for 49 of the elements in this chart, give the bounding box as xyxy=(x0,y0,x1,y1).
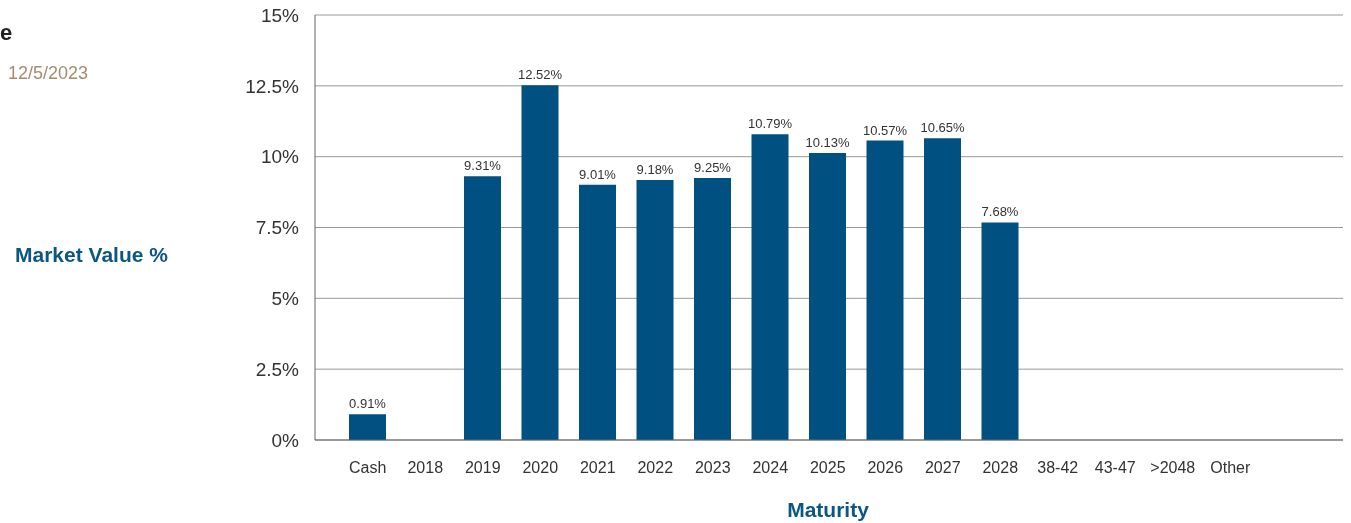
data-label: 10.57% xyxy=(862,122,908,138)
x-tick-label: 2022 xyxy=(637,459,674,477)
data-label: 10.13% xyxy=(805,134,850,150)
data-label: 9.01% xyxy=(579,166,617,182)
x-tick-label: 2020 xyxy=(522,459,559,477)
y-tick-label: 7.5% xyxy=(255,217,300,239)
x-tick-label: 2025 xyxy=(809,459,846,477)
bar xyxy=(464,176,501,440)
data-label: 10.65% xyxy=(920,120,965,136)
bar xyxy=(751,134,789,440)
y-tick-label: 5% xyxy=(271,288,300,310)
bar xyxy=(521,85,559,440)
x-tick-label: 2018 xyxy=(407,459,444,477)
x-tick-label: 38-42 xyxy=(1037,459,1079,477)
data-label: 9.18% xyxy=(636,161,674,177)
bar xyxy=(349,414,386,440)
x-tick-label: 2023 xyxy=(694,459,731,477)
text: e xyxy=(0,20,13,46)
data-label: 0.91% xyxy=(349,396,387,412)
bar xyxy=(981,222,1019,440)
bar xyxy=(809,152,846,440)
x-tick-label: 2021 xyxy=(579,459,616,477)
bar xyxy=(579,184,616,440)
bar xyxy=(636,179,674,440)
x-tick-label: 43-47 xyxy=(1094,459,1136,477)
x-tick-label: 2019 xyxy=(464,459,501,477)
data-label: 9.25% xyxy=(694,159,732,175)
bar xyxy=(924,138,961,440)
y-tick-label: 0% xyxy=(271,429,300,451)
y-tick-label: 2.5% xyxy=(255,358,300,380)
y-tick-label: 12.5% xyxy=(245,75,300,97)
data-label: 12.52% xyxy=(517,67,563,83)
data-label: 9.31% xyxy=(464,158,502,174)
text: 12/5/2023 xyxy=(8,63,89,84)
bar xyxy=(866,140,904,440)
x-axis-title: Maturity xyxy=(786,498,870,522)
data-label: 7.68% xyxy=(981,204,1019,220)
x-tick-label: 2026 xyxy=(867,459,904,477)
y-tick-label: 10% xyxy=(260,146,300,168)
x-tick-label: Other xyxy=(1210,459,1251,477)
y-tick-label: 15% xyxy=(260,4,300,26)
x-tick-label: >2048 xyxy=(1150,459,1196,477)
x-tick-label: Cash xyxy=(349,459,387,477)
x-tick-label: 2024 xyxy=(752,459,789,477)
x-tick-label: 2028 xyxy=(982,459,1019,477)
data-label: 10.79% xyxy=(747,116,793,132)
y-axis-title: Market Value % xyxy=(15,243,168,267)
x-tick-label: 2027 xyxy=(924,459,961,477)
bar xyxy=(694,177,731,440)
